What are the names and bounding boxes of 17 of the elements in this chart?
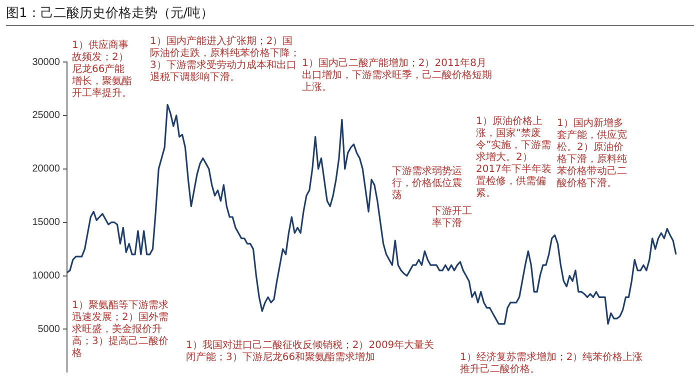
y-tick-label: 15000	[32, 217, 60, 228]
annotation: 1）聚氨酯等下游需求迅速发展；2）国外需求旺盛，美金报价升高；3）提高己二酸价格	[72, 300, 170, 360]
annotation: 下游开工率下滑	[432, 206, 473, 230]
y-tick-label: 5000	[38, 324, 60, 335]
y-tick-label: 20000	[32, 164, 60, 175]
y-tick-label: 30000	[32, 56, 60, 68]
annotation: 下游需求弱势运行，价格低位震荡	[392, 166, 463, 202]
y-tick-label: 25000	[32, 110, 60, 122]
annotation: 1）我国对进口己二酸征收反倾销税；2）2009年大量关闭产能；3）下游尼龙66和聚氨酯需求增加	[186, 340, 436, 364]
annotation: 1）供应商事故频发；2）尼龙66产能增长，聚氨酯开工率提升。	[72, 40, 133, 100]
annotation: 1）原油价格上涨，国家“禁废令”实施，下游需求增大。2）2017年下半年装置检修，供需偏紧。	[476, 116, 552, 200]
annotation: 1）经济复苏需求增加；2）纯苯价格上涨推升己二酸价格。	[460, 352, 644, 376]
y-tick-label: 10000	[32, 270, 60, 282]
annotation: 1）国内产能进入扩张期；2）国际油价走跌，原料纯苯价格下降；3）下游需求受劳动力成本和出口退税下调影响下滑。	[150, 36, 300, 84]
annotation: 1）国内新增多套产能，供应宽松。2）原油价格下滑，原料纯苯价格带动己二酸价格下滑。	[557, 118, 628, 190]
annotation: 1）国内己二酸产能增加；2）2011年8月出口增加，下游需求旺季，己二酸价格短期上涨。	[302, 58, 492, 94]
chart-title: 图1：己二酸历史价格走势（元/吨）	[6, 4, 694, 26]
